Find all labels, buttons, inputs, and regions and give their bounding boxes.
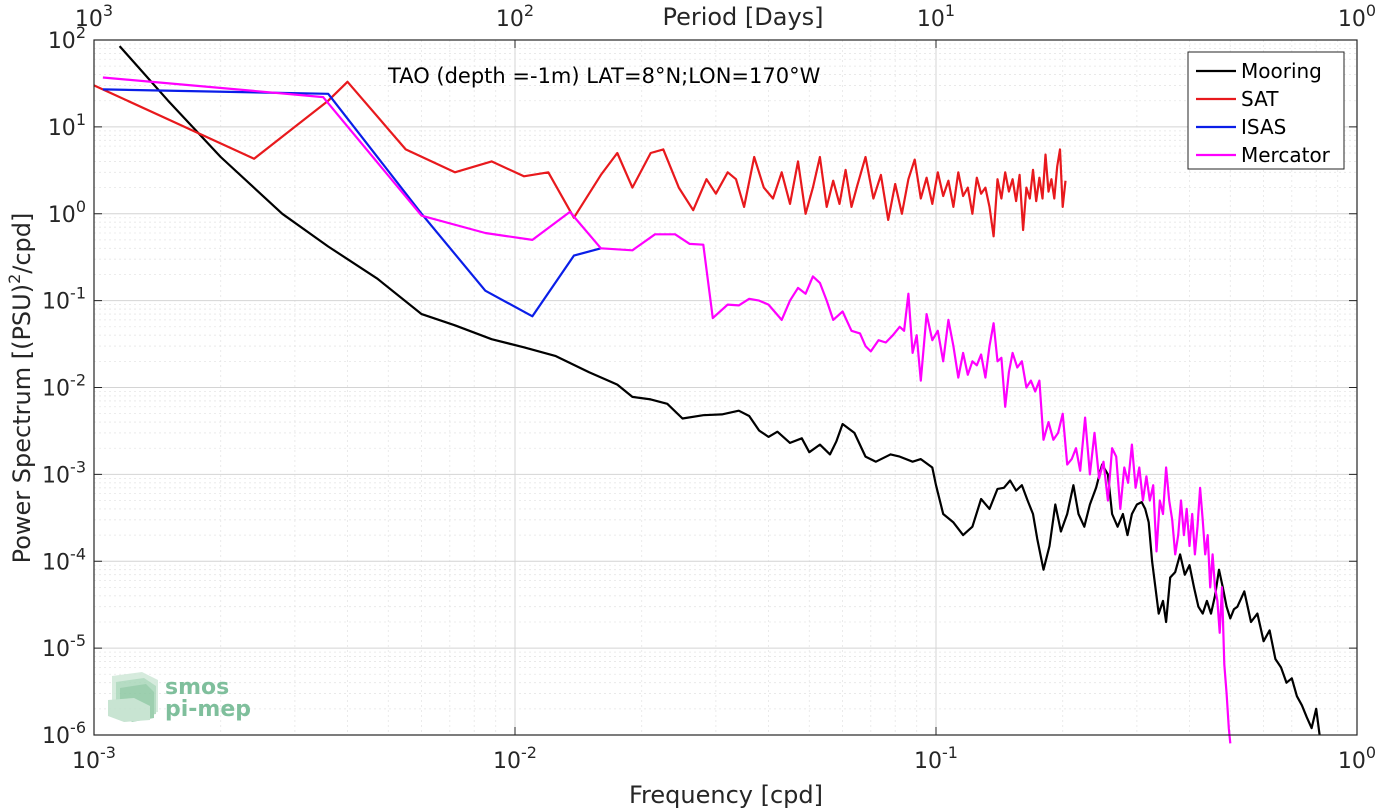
y-tick-label: 10-3 bbox=[42, 457, 86, 488]
x-tick-label: 10-1 bbox=[914, 743, 958, 774]
logo-text-line2: pi-mep bbox=[165, 697, 251, 722]
logo-text-line1: smos bbox=[165, 675, 229, 700]
top-tick-label: 101 bbox=[917, 1, 955, 32]
series-line-mooring bbox=[118, 45, 1321, 736]
y-tick-label: 10-6 bbox=[42, 718, 86, 749]
y-tick-label: 101 bbox=[48, 110, 86, 141]
series-line-isas bbox=[102, 88, 602, 318]
x-axis-label: Frequency [cpd] bbox=[629, 781, 823, 809]
legend-label-isas: ISAS bbox=[1241, 115, 1286, 139]
legend-entry-mercator: Mercator bbox=[1196, 143, 1331, 167]
legend: Mooring SAT ISAS Mercator bbox=[1187, 51, 1345, 170]
logo-stack-icon bbox=[108, 672, 158, 722]
y-tick-label: 10-2 bbox=[42, 371, 86, 402]
series-layer bbox=[93, 45, 1321, 744]
series-line-sat bbox=[93, 80, 1067, 238]
legend-label-sat: SAT bbox=[1241, 87, 1279, 111]
y-tick-label: 102 bbox=[48, 23, 86, 54]
legend-entry-isas: ISAS bbox=[1196, 115, 1286, 139]
smos-pi-mep-logo: smos pi-mep bbox=[108, 672, 251, 722]
y-tick-label: 10-4 bbox=[42, 544, 86, 575]
top-axis-label: Period [Days] bbox=[662, 3, 823, 31]
x-tick-label: 100 bbox=[1338, 743, 1376, 774]
series-line-mercator bbox=[102, 76, 1232, 744]
y-tick-label: 10-1 bbox=[42, 284, 86, 315]
legend-entry-mooring: Mooring bbox=[1196, 59, 1322, 83]
y-tick-label: 100 bbox=[48, 197, 86, 228]
grid bbox=[93, 40, 1357, 736]
x-tick-label: 10-3 bbox=[72, 743, 116, 774]
top-tick-label: 100 bbox=[1338, 1, 1376, 32]
top-tick-label: 102 bbox=[496, 1, 534, 32]
top-tick-label: 103 bbox=[75, 1, 113, 32]
y-axis-label: Power Spectrum [(PSU)2/cpd] bbox=[5, 213, 36, 564]
legend-entry-sat: SAT bbox=[1196, 87, 1279, 111]
legend-label-mooring: Mooring bbox=[1241, 59, 1322, 83]
legend-label-mercator: Mercator bbox=[1241, 143, 1331, 167]
y-tick-label: 10-5 bbox=[42, 631, 86, 662]
x-tick-label: 10-2 bbox=[493, 743, 537, 774]
chart-title: TAO (depth =-1m) LAT=8°N;LON=170°W bbox=[387, 64, 821, 88]
